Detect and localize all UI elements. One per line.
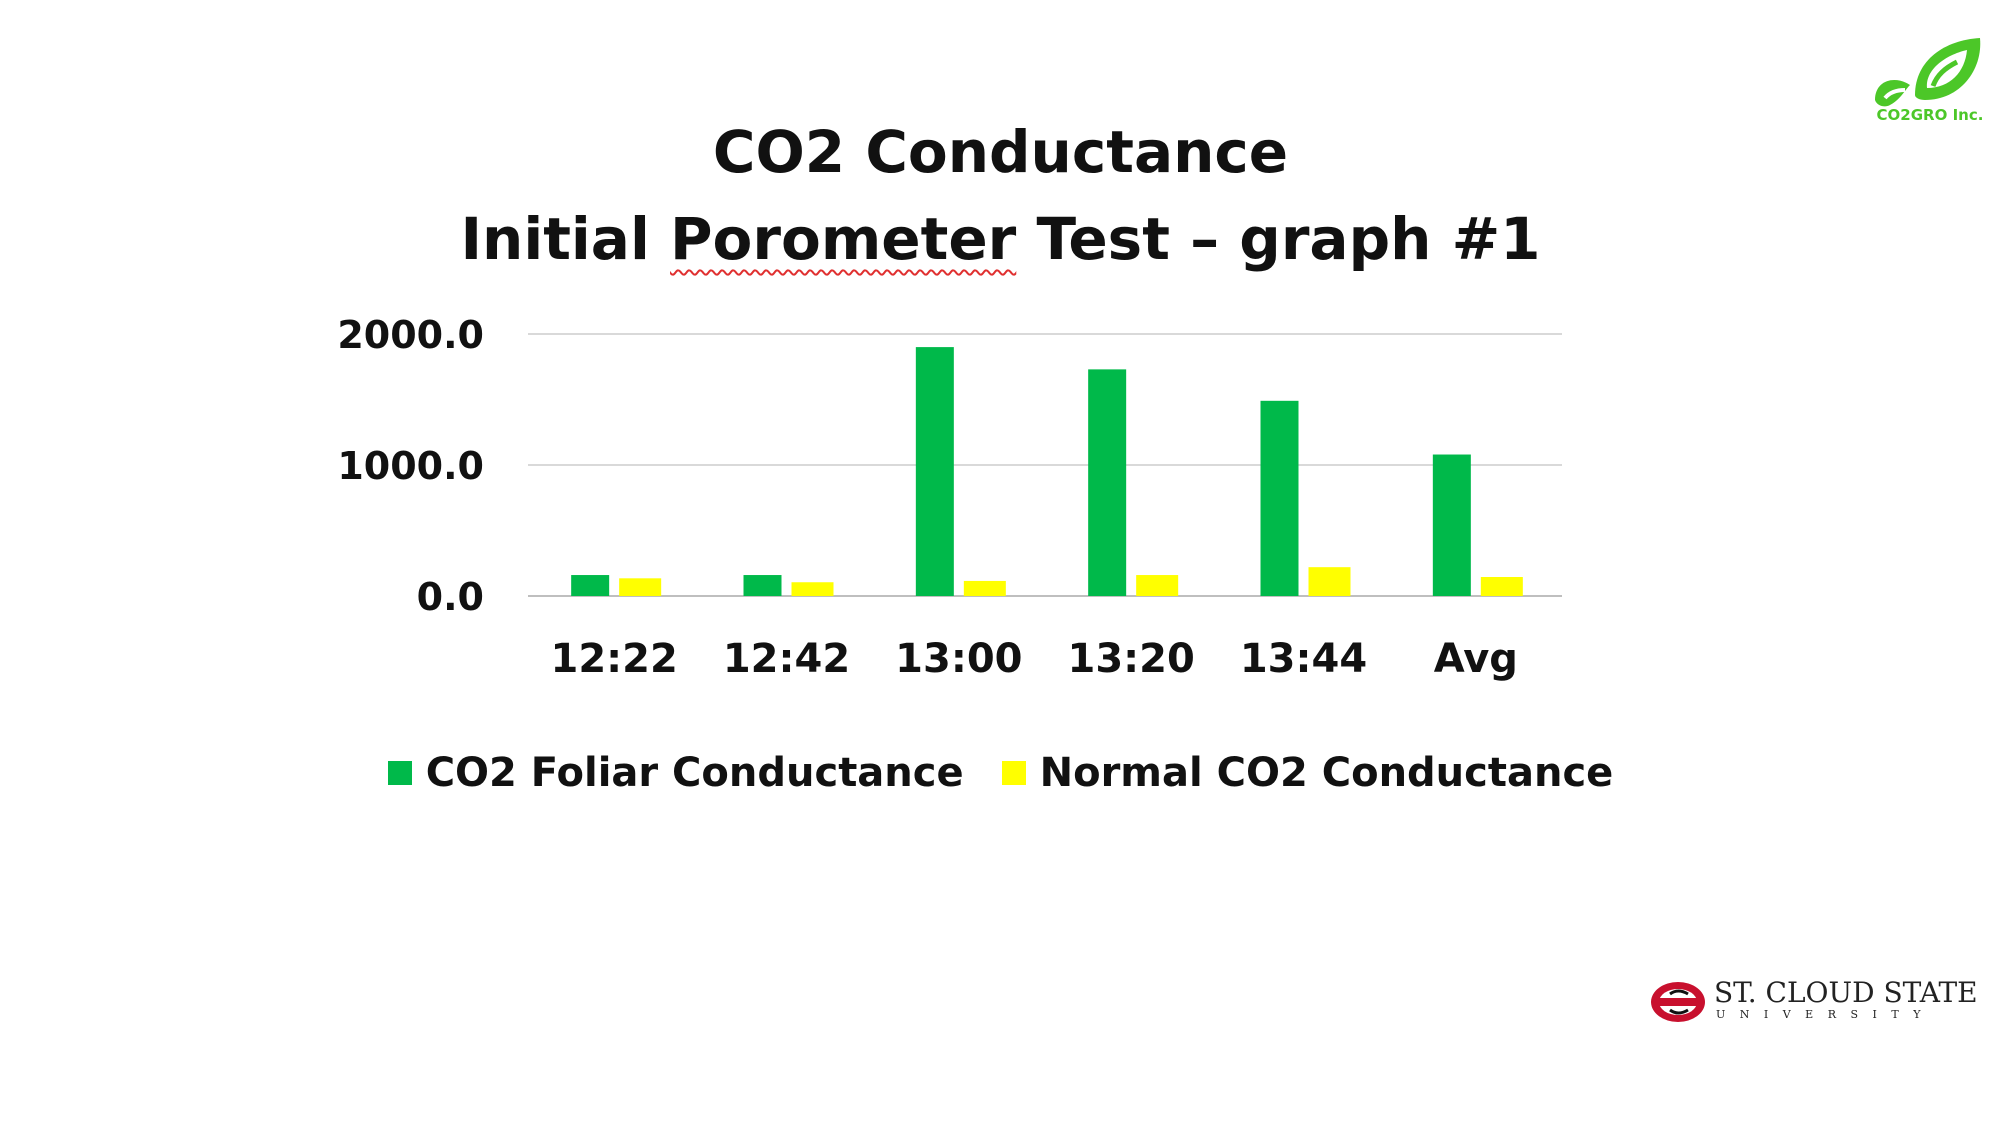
bar-foliar xyxy=(1088,369,1127,596)
x-tick-label: 12:22 xyxy=(551,636,678,682)
spellcheck-word: Porometer xyxy=(670,205,1017,273)
x-tick-label: 13:00 xyxy=(895,636,1022,682)
bar-foliar xyxy=(1432,454,1471,596)
bar-normal xyxy=(1308,567,1351,596)
y-tick-label: 1000.0 xyxy=(337,444,484,488)
bar-normal xyxy=(1480,577,1523,596)
scsu-logo-name: ST. CLOUD STATE xyxy=(1714,976,1978,1009)
chart-subtitle: Initial Porometer Test – graph #1 xyxy=(460,205,1541,273)
legend-item: CO2 Foliar Conductance xyxy=(387,750,964,796)
legend-item: Normal CO2 Conductance xyxy=(1001,750,1614,796)
scsu-logo-icon xyxy=(1651,982,1705,1022)
chart-legend: CO2 Foliar Conductance Normal CO2 Conduct… xyxy=(0,750,2001,796)
legend-swatch xyxy=(387,761,412,785)
x-tick-label: Avg xyxy=(1434,636,1518,682)
bar-normal xyxy=(1136,575,1179,596)
co2gro-logo-text: CO2GRO Inc. xyxy=(1876,106,1984,124)
y-tick-label: 2000.0 xyxy=(337,313,484,357)
bar-foliar xyxy=(571,575,610,596)
x-tick-label: 12:42 xyxy=(723,636,850,682)
bar-normal xyxy=(963,580,1006,596)
chart-title: CO2 Conductance xyxy=(712,118,1289,186)
x-tick-label: 13:44 xyxy=(1240,636,1367,682)
bar-foliar xyxy=(915,347,954,596)
bar-foliar xyxy=(1260,400,1299,596)
legend-label: CO2 Foliar Conductance xyxy=(425,750,964,796)
x-tick-label: 13:20 xyxy=(1068,636,1195,682)
bar-foliar xyxy=(743,575,782,596)
legend-swatch xyxy=(1001,761,1026,785)
scsu-logo-subtitle: UNIVERSITY xyxy=(1716,1008,1935,1021)
bar-normal xyxy=(619,578,662,596)
co2gro-logo-icon xyxy=(1875,38,1981,107)
bar-normal xyxy=(791,582,834,596)
y-tick-label: 0.0 xyxy=(417,575,484,619)
legend-label: Normal CO2 Conductance xyxy=(1039,750,1614,796)
